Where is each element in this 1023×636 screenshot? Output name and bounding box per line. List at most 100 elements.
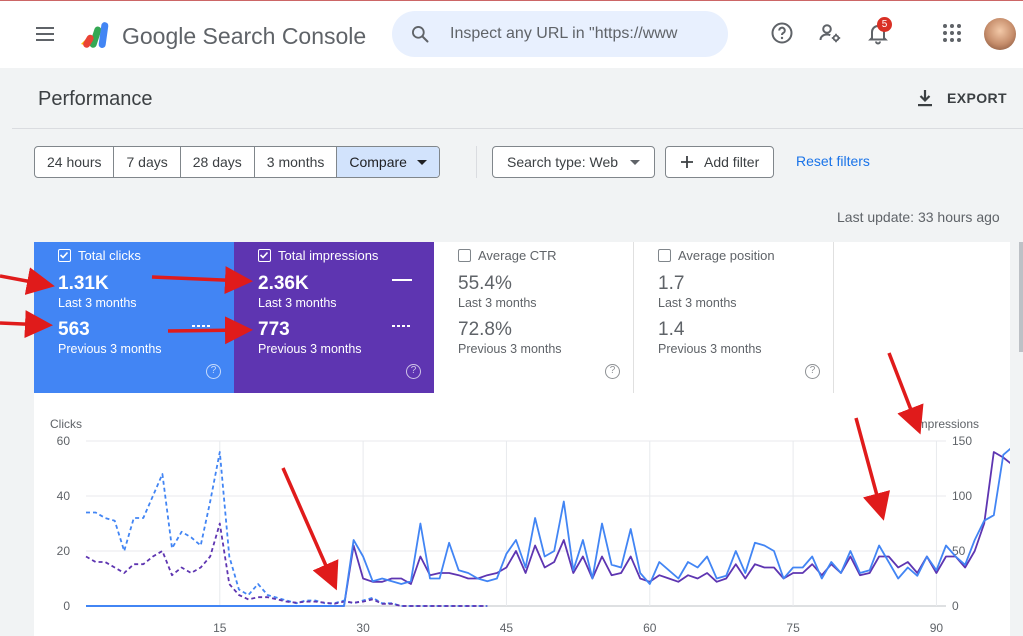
reset-filters-link[interactable]: Reset filters [796,153,870,169]
y-tick-left: 20 [57,544,71,558]
dropdown-caret-icon [630,159,641,165]
metric-value-previous: 72.8% [458,319,512,340]
metric-label: Average CTR [478,248,557,263]
x-tick-label: 45 [500,621,514,635]
page-title: Performance [38,88,153,110]
y-tick-right: 100 [952,489,972,503]
scrollbar[interactable] [1019,242,1023,352]
x-tick-label: 60 [643,621,657,635]
help-circle-icon[interactable]: ? [605,364,620,379]
annotation-arrow [0,267,55,295]
apps-grid-icon[interactable] [940,21,964,45]
solid-line-legend-icon [392,279,412,281]
metric-value-current: 2.36K [258,273,309,294]
plus-icon [681,156,693,168]
notification-count-badge: 5 [877,17,892,32]
annotation-arrow [151,266,253,295]
y-tick-left: 40 [57,489,71,503]
y-tick-right: 150 [952,434,972,448]
search-input[interactable] [450,24,712,44]
series-line-total-clicks [334,447,1010,607]
add-filter-label: Add filter [704,154,760,170]
performance-chart-svg: Clicks Impressions 60 150 40 100 20 50 0 0 15 30 45 6… [50,417,1010,635]
date-range-24-hours[interactable]: 24 hours [35,147,115,177]
add-filter-button[interactable]: Add filter [665,146,775,178]
performance-chart: Clicks Impressions 60 150 40 100 20 50 0 0 15 30 45 6… [34,393,1010,636]
metric-cards-filler [834,242,1010,393]
metric-period-previous: Previous 3 months [58,342,162,356]
help-circle-icon[interactable]: ? [206,364,221,379]
x-tick-label: 15 [213,621,227,635]
dashed-line-legend-icon [392,325,412,327]
search-console-logo[interactable] [79,20,111,50]
metric-period-current: Last 3 months [458,296,537,310]
metric-period-previous: Previous 3 months [658,342,762,356]
app-title: Google Search Console [122,23,367,49]
export-button[interactable]: EXPORT [915,86,1007,110]
help-circle-icon[interactable]: ? [406,364,421,379]
y-axis-left-title: Clicks [50,417,82,431]
filter-divider [476,146,477,178]
download-icon [918,90,932,107]
checkbox-checked-icon[interactable] [258,249,271,262]
metric-value-previous: 563 [58,319,90,340]
metric-value-previous: 1.4 [658,319,685,340]
dashed-line-legend-icon [192,325,212,327]
compare-label: Compare [349,154,407,170]
y-tick-left: 60 [57,434,71,448]
export-label: EXPORT [947,90,1007,106]
annotation-arrow [887,352,924,435]
date-range-3-months[interactable]: 3 months [255,147,338,177]
checkbox-unchecked-icon[interactable] [458,249,471,262]
metric-period-previous: Previous 3 months [258,342,362,356]
series-line-total-impressions [334,451,1010,607]
checkbox-checked-icon[interactable] [58,249,71,262]
y-tick-right: 50 [952,544,966,558]
metric-label: Total impressions [278,248,379,263]
metric-card-average-ctr[interactable]: Average CTR 55.4% Last 3 months 72.8% Pr… [434,242,634,393]
help-circle-icon[interactable]: ? [805,364,820,379]
metric-period-current: Last 3 months [58,296,137,310]
annotation-arrow [167,316,253,345]
metric-value-current: 55.4% [458,273,512,294]
annotation-arrow [281,467,339,591]
metric-value-previous: 773 [258,319,290,340]
y-axis-right-title: Impressions [914,417,979,431]
dropdown-caret-icon [416,159,427,165]
metric-value-current: 1.7 [658,273,685,294]
y-tick-right: 0 [952,599,959,613]
annotation-arrow [0,310,53,339]
hamburger-menu-icon[interactable] [36,27,54,41]
x-tick-label: 90 [930,621,944,635]
user-settings-icon[interactable] [818,21,842,45]
top-app-bar: Google Search Console 5 [0,0,1023,68]
search-icon [412,26,429,43]
metric-label: Average position [678,248,775,263]
url-inspection-search[interactable] [392,11,728,57]
series-line-previous-impressions [85,522,488,607]
metric-label: Total clicks [78,248,141,263]
metric-period-current: Last 3 months [658,296,737,310]
help-icon[interactable] [770,21,794,45]
metric-card-total-impressions[interactable]: Total impressions 2.36K Last 3 months 77… [234,242,434,393]
last-update-text: Last update: 33 hours ago [837,209,1000,225]
metric-period-current: Last 3 months [258,296,337,310]
x-tick-label: 30 [356,621,370,635]
metric-value-current: 1.31K [58,273,109,294]
account-avatar[interactable] [984,18,1016,50]
search-type-dropdown[interactable]: Search type: Web [492,146,656,178]
search-type-label: Search type: Web [507,154,619,170]
metric-card-average-position[interactable]: Average position 1.7 Last 3 months 1.4 P… [634,242,834,393]
metric-period-previous: Previous 3 months [458,342,562,356]
date-range-28-days[interactable]: 28 days [181,147,255,177]
compare-dropdown[interactable]: Compare [337,147,439,177]
date-range-selector: 24 hours 7 days 28 days 3 months Compare [34,146,440,178]
annotation-arrow [854,417,891,521]
y-tick-left: 0 [63,599,70,613]
date-range-7-days[interactable]: 7 days [114,147,181,177]
x-tick-label: 75 [786,621,800,635]
checkbox-unchecked-icon[interactable] [658,249,671,262]
header-divider [12,128,1023,129]
metric-card-total-clicks[interactable]: Total clicks 1.31K Last 3 months 563 Pre… [34,242,234,393]
